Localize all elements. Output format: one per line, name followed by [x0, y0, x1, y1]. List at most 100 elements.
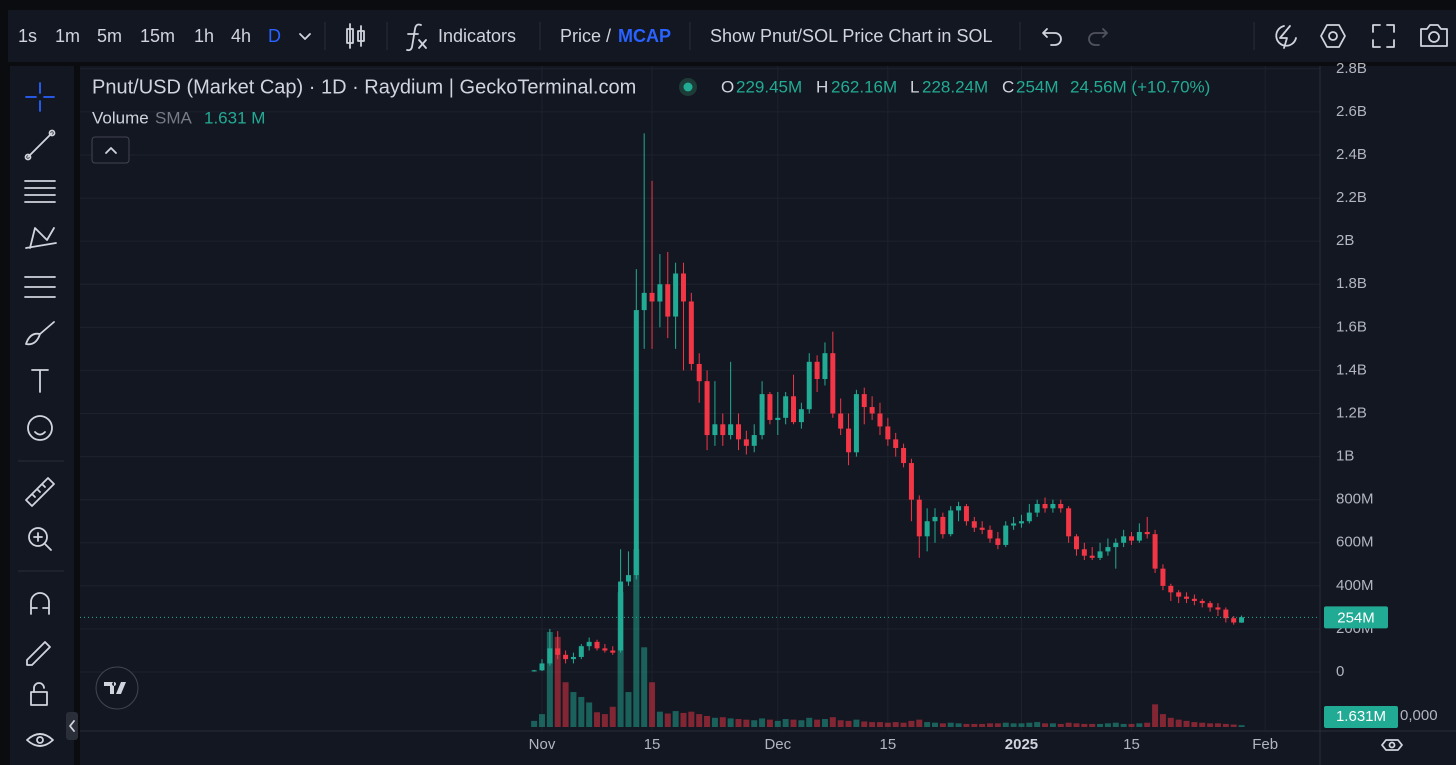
trend-line-tool[interactable] — [27, 132, 53, 158]
volume-bar — [704, 715, 711, 727]
indicators-icon[interactable] — [406, 23, 427, 52]
y-tick-label: 2.6B — [1336, 103, 1367, 120]
magnet-tool[interactable] — [30, 592, 50, 615]
alert-button[interactable] — [1275, 25, 1297, 49]
x-tick-label: Nov — [529, 736, 556, 753]
sma-label: SMA — [155, 108, 193, 127]
volume-bar — [774, 720, 781, 727]
emoji-tool[interactable] — [27, 415, 53, 441]
interval[interactable]: 1m — [55, 26, 80, 46]
volume-bar — [1010, 723, 1017, 727]
volume-bar — [908, 720, 915, 727]
candle-body — [822, 353, 828, 380]
lock-tool[interactable] — [30, 691, 48, 706]
volume-bar — [672, 711, 679, 727]
candle-body — [688, 301, 694, 364]
crosshair-tool[interactable] — [25, 82, 55, 112]
interval-active[interactable]: D — [268, 26, 281, 46]
drawing-tools — [18, 82, 64, 747]
lock-shackle — [33, 682, 45, 693]
candle-body — [798, 409, 804, 423]
redo-button[interactable] — [1088, 28, 1108, 46]
interval[interactable]: 1s — [18, 26, 37, 46]
volume-bar — [1230, 724, 1237, 727]
volume-bar — [735, 719, 742, 727]
volume-bar — [1144, 722, 1151, 727]
candle-body — [775, 417, 781, 420]
prediction-tool[interactable] — [24, 276, 56, 298]
volume-bar — [539, 714, 545, 727]
volume-bar — [1183, 720, 1190, 727]
candle-body — [665, 284, 671, 317]
volume-bar — [994, 723, 1001, 727]
show-sol-button[interactable]: Show Pnut/SOL Price Chart in SOL — [710, 26, 992, 46]
settings-button[interactable] — [1320, 24, 1346, 48]
pattern-tool[interactable] — [25, 227, 57, 249]
lock-drawings-tool[interactable] — [26, 641, 51, 666]
candle-body — [1018, 521, 1024, 524]
volume-bar — [869, 722, 876, 727]
collapse-legend[interactable] — [91, 136, 130, 164]
ohlc-label: O — [721, 77, 734, 96]
volume-bar — [971, 723, 978, 727]
volume-bar — [947, 722, 954, 727]
volume-bar — [1034, 722, 1041, 727]
screenshot-button[interactable] — [1420, 24, 1448, 47]
volume-bar — [853, 719, 860, 727]
y-tick-label: 2.4B — [1336, 146, 1367, 163]
candle-body — [1160, 568, 1166, 586]
brush-tool[interactable] — [25, 321, 55, 346]
candle-body — [657, 284, 663, 302]
volume-bar — [688, 711, 695, 727]
volume-bar — [861, 721, 868, 727]
candle-body — [1066, 508, 1072, 537]
emoji-smile — [34, 431, 46, 436]
candle-body — [924, 521, 930, 537]
y-tick-label: 0 — [1336, 663, 1344, 680]
ohlc-value: 229.45M — [736, 77, 802, 96]
axis-settings[interactable] — [1381, 739, 1403, 751]
volume-bar — [554, 636, 561, 727]
volume-bar — [1089, 723, 1096, 727]
indicators-button[interactable]: Indicators — [438, 26, 516, 46]
sma-value: 1.631 M — [204, 108, 265, 127]
interval[interactable]: 1h — [194, 26, 214, 46]
undo-button[interactable] — [1042, 28, 1062, 46]
volume-axis-text: 0,000 — [1400, 707, 1438, 724]
candle-body — [783, 396, 789, 418]
volume-bar — [531, 720, 538, 727]
volume-bar — [1042, 723, 1049, 727]
tv-logo[interactable] — [95, 666, 139, 710]
hide-tool[interactable] — [26, 733, 54, 747]
candle-body — [1144, 532, 1150, 535]
volume-bar — [766, 719, 773, 727]
price-toggle[interactable]: Price / — [560, 26, 611, 46]
ruler-tool[interactable] — [25, 477, 55, 507]
collapse-toolbar[interactable] — [66, 712, 78, 740]
interval[interactable]: 4h — [231, 26, 251, 46]
candle-body — [570, 656, 576, 660]
candle-body — [1050, 503, 1056, 509]
chart-type-button[interactable] — [346, 23, 365, 49]
candle-body — [814, 361, 820, 380]
volume-bar — [1120, 723, 1127, 727]
candle-body — [751, 435, 757, 446]
candle-body — [893, 439, 899, 448]
fib-tool[interactable] — [24, 180, 56, 203]
fullscreen-button[interactable] — [1372, 24, 1395, 48]
screenshot-icon-lens — [1428, 31, 1440, 43]
x-tick-label: 15 — [644, 736, 661, 753]
x-tick-label: Feb — [1252, 736, 1278, 753]
mcap-toggle[interactable]: MCAP — [618, 26, 671, 46]
candle-body — [1081, 549, 1087, 556]
volume-bar — [719, 717, 726, 727]
volume-bar — [790, 719, 797, 727]
volume-bar — [924, 722, 931, 727]
interval[interactable]: 15m — [140, 26, 175, 46]
zoom-icon — [33, 532, 52, 551]
candle-body — [563, 654, 569, 660]
interval[interactable]: 5m — [97, 26, 122, 46]
text-tool[interactable] — [31, 369, 49, 393]
zoom-tool[interactable] — [28, 527, 48, 547]
interval-dropdown[interactable] — [299, 33, 311, 40]
